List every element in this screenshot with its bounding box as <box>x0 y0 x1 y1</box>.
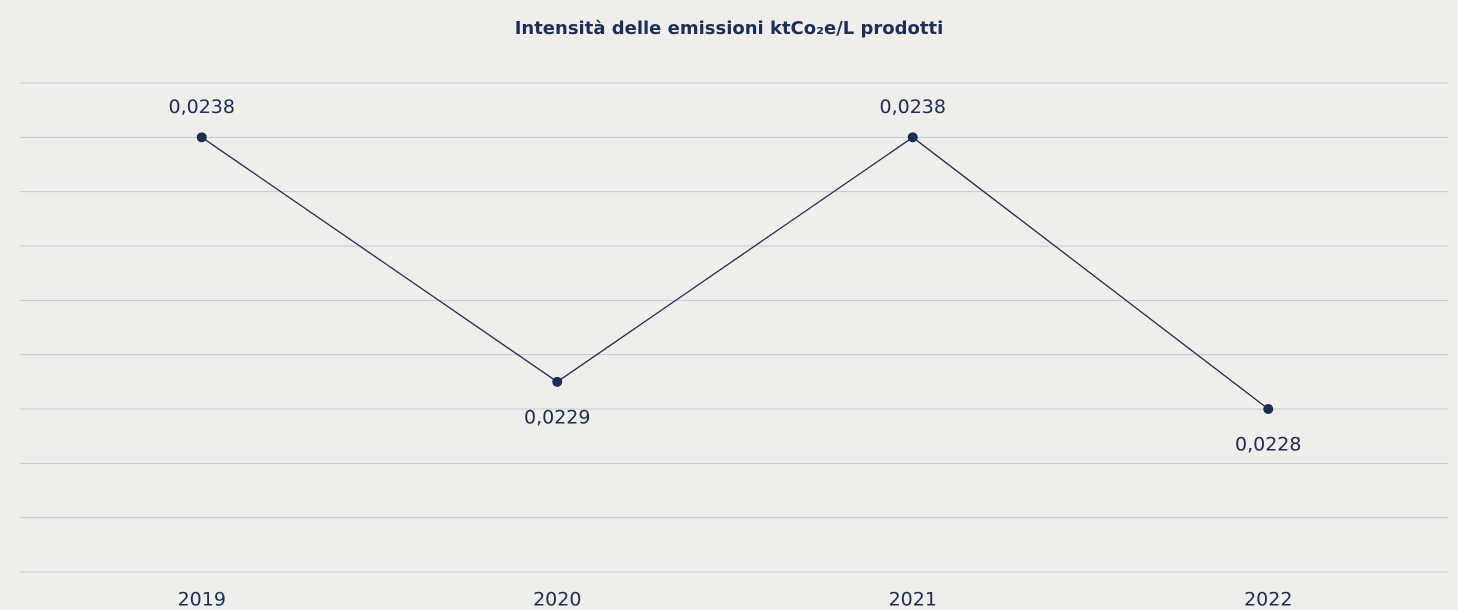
value-label: 0,0228 <box>1235 434 1301 456</box>
line <box>201 136 1269 410</box>
point <box>907 132 918 143</box>
point <box>196 132 207 143</box>
value-label: 0,0238 <box>169 96 235 118</box>
chart-title: Intensità delle emissioni ktCo₂e/L prodo… <box>515 18 944 39</box>
value-label: 0,0238 <box>880 96 946 118</box>
point <box>1263 404 1274 414</box>
x-tick-label: 2019 <box>178 589 226 610</box>
x-tick-label: 2021 <box>889 589 937 610</box>
x-tick-label: 2020 <box>533 589 581 610</box>
value-label: 0,0229 <box>524 406 590 428</box>
x-tick-label: 2022 <box>1244 589 1292 610</box>
point <box>552 376 563 387</box>
